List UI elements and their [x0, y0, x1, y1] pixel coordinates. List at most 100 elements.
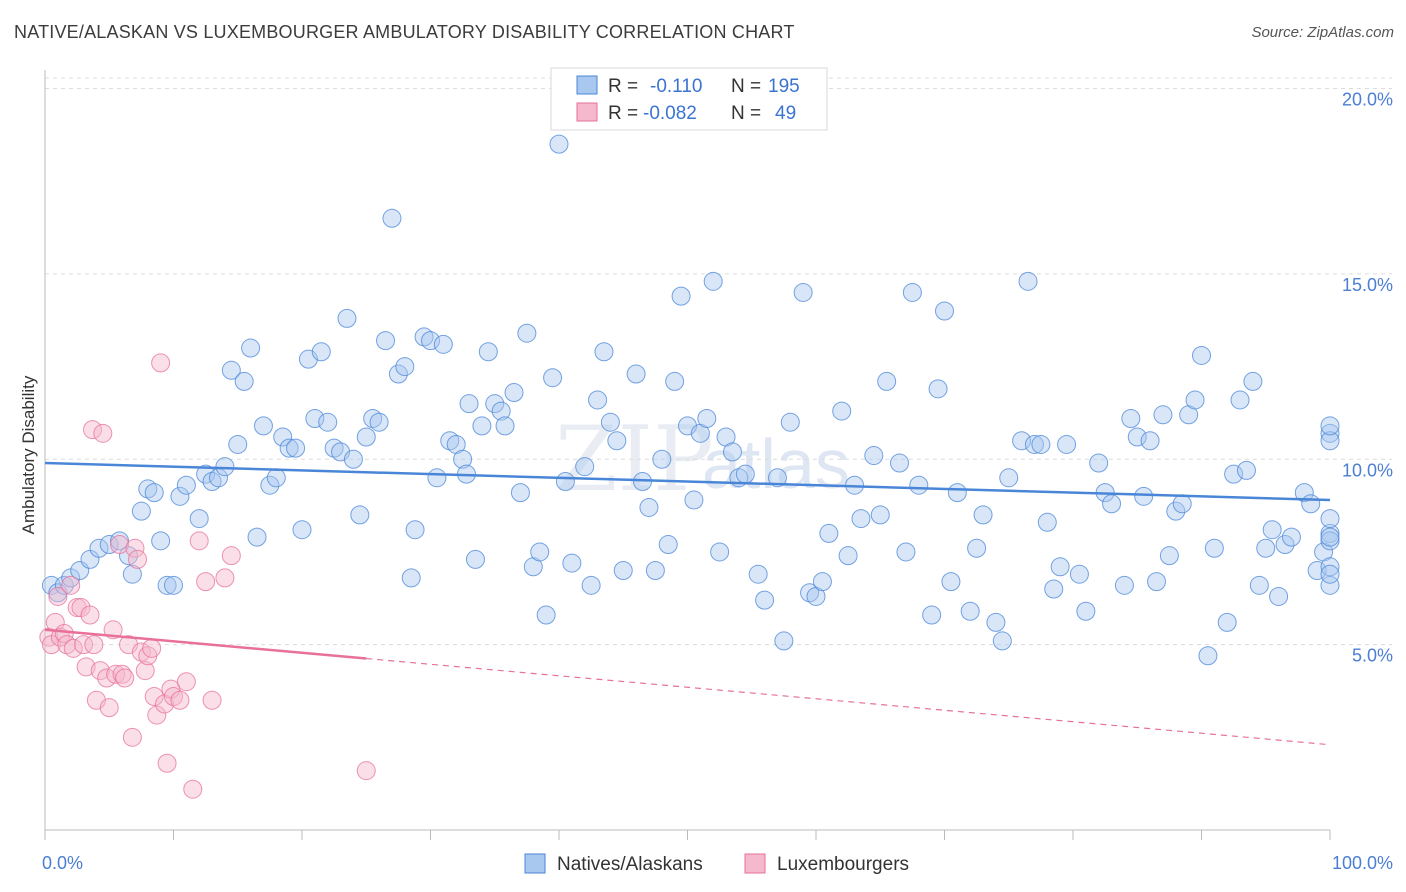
point-natives — [1050, 557, 1070, 577]
point-natives — [1243, 371, 1263, 391]
point-luxembourgers — [183, 779, 203, 799]
point-natives — [54, 575, 74, 595]
bottom-legend-natives: Natives/Alaskans — [557, 854, 703, 875]
point-natives — [144, 483, 164, 503]
legend-r-label-2: R = — [608, 103, 638, 124]
point-natives — [215, 457, 235, 477]
point-natives — [221, 360, 241, 380]
point-luxembourgers — [125, 538, 145, 558]
point-natives — [1140, 431, 1160, 451]
point-natives — [405, 520, 425, 540]
point-natives — [1320, 509, 1340, 529]
point-natives — [697, 408, 717, 428]
legend-n-label-1: N = — [731, 76, 761, 97]
trend-line-luxembourgers — [44, 628, 367, 660]
point-natives — [613, 560, 633, 580]
legend-r-value-2: -0.082 — [643, 103, 697, 124]
point-luxembourgers — [99, 698, 119, 718]
point-natives — [89, 538, 109, 558]
point-natives — [495, 416, 515, 436]
point-luxembourgers — [215, 568, 235, 588]
point-natives — [774, 631, 794, 651]
point-natives — [453, 449, 473, 469]
point-natives — [947, 483, 967, 503]
point-luxembourgers — [48, 586, 68, 606]
point-luxembourgers — [93, 423, 113, 443]
point-natives — [812, 572, 832, 592]
point-luxembourgers — [356, 761, 376, 781]
point-natives — [877, 371, 897, 391]
point-natives — [234, 371, 254, 391]
point-natives — [369, 412, 389, 432]
point-luxembourgers — [196, 572, 216, 592]
point-natives — [401, 568, 421, 588]
point-natives — [491, 401, 511, 421]
point-natives — [973, 505, 993, 525]
source-label: Source: ZipAtlas.com — [1251, 24, 1394, 41]
point-natives — [800, 583, 820, 603]
point-natives — [305, 408, 325, 428]
point-natives — [324, 438, 344, 458]
point-natives — [1159, 546, 1179, 566]
point-natives — [1192, 345, 1211, 365]
x-tick-label-min: 0.0% — [42, 853, 83, 873]
point-luxembourgers — [151, 353, 171, 373]
watermark-atlas: atlas — [702, 425, 850, 503]
point-natives — [639, 497, 659, 517]
point-natives — [1320, 423, 1340, 443]
point-natives — [710, 542, 730, 562]
point-natives — [440, 431, 460, 451]
point-natives — [793, 282, 813, 302]
chart-title: NATIVE/ALASKAN VS LUXEMBOURGER AMBULATOR… — [14, 22, 795, 42]
point-natives — [472, 416, 492, 436]
point-natives — [1281, 527, 1301, 547]
point-natives — [864, 446, 884, 466]
point-natives — [588, 390, 608, 410]
point-natives — [311, 342, 331, 362]
point-luxembourgers — [176, 672, 196, 692]
point-natives — [151, 531, 171, 551]
bottom-legend-swatch-pink — [744, 853, 766, 874]
point-natives — [735, 464, 755, 484]
legend-r-label-1: R = — [608, 76, 638, 97]
point-luxembourgers — [112, 664, 132, 684]
y-tick-labels: 5.0% 10.0% 15.0% 20.0% — [1342, 90, 1393, 666]
point-natives — [465, 549, 485, 569]
y-tick-label: 20.0% — [1342, 90, 1393, 110]
point-natives — [164, 575, 183, 595]
point-natives — [1269, 586, 1289, 606]
point-natives — [992, 631, 1012, 651]
point-natives — [292, 520, 312, 540]
point-natives — [1024, 434, 1044, 454]
point-natives — [530, 542, 550, 562]
point-natives — [1153, 405, 1173, 425]
point-natives — [960, 601, 980, 621]
point-natives — [645, 560, 665, 580]
point-natives — [684, 490, 704, 510]
y-tick-label: 5.0% — [1352, 646, 1393, 666]
legend-swatch-blue — [576, 75, 598, 95]
point-natives — [1320, 416, 1340, 436]
point-natives — [1037, 512, 1057, 532]
point-natives — [870, 505, 890, 525]
point-natives — [581, 575, 601, 595]
point-natives — [1320, 557, 1340, 577]
point-natives — [202, 472, 222, 492]
point-natives — [1230, 390, 1250, 410]
point-luxembourgers — [115, 668, 135, 688]
point-natives — [1236, 460, 1256, 480]
point-natives — [510, 483, 530, 503]
point-natives — [1044, 579, 1064, 599]
point-natives — [1018, 271, 1038, 291]
point-natives — [555, 472, 575, 492]
point-natives — [703, 271, 723, 291]
point-natives — [722, 442, 742, 462]
point-natives — [382, 208, 402, 228]
point-natives — [1217, 612, 1237, 632]
point-natives — [922, 605, 942, 625]
point-natives — [1301, 494, 1321, 514]
point-natives — [1012, 431, 1032, 451]
point-natives — [607, 431, 627, 451]
point-natives — [241, 338, 261, 358]
point-natives — [343, 449, 363, 469]
